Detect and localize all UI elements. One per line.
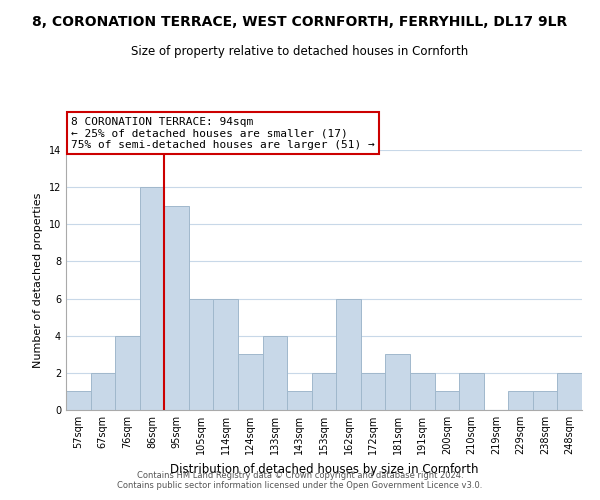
Bar (214, 298, 238, 410)
X-axis label: Distribution of detached houses by size in Cornforth: Distribution of detached houses by size … (170, 462, 478, 475)
Bar (140, 187, 164, 410)
Text: 8, CORONATION TERRACE, WEST CORNFORTH, FERRYHILL, DL17 9LR: 8, CORONATION TERRACE, WEST CORNFORTH, F… (32, 15, 568, 29)
Bar (238, 354, 263, 410)
Text: Size of property relative to detached houses in Cornforth: Size of property relative to detached ho… (131, 45, 469, 58)
Bar (66, 392, 91, 410)
Bar (287, 392, 312, 410)
Bar (533, 392, 557, 410)
Text: Contains HM Land Registry data © Crown copyright and database right 2024.
Contai: Contains HM Land Registry data © Crown c… (118, 470, 482, 490)
Text: 8 CORONATION TERRACE: 94sqm
← 25% of detached houses are smaller (17)
75% of sem: 8 CORONATION TERRACE: 94sqm ← 25% of det… (71, 117, 375, 150)
Bar (385, 354, 410, 410)
Bar (361, 373, 385, 410)
Bar (189, 298, 214, 410)
Bar (91, 373, 115, 410)
Bar (336, 298, 361, 410)
Bar (434, 392, 459, 410)
Bar (410, 373, 434, 410)
Bar (164, 206, 189, 410)
Bar (263, 336, 287, 410)
Bar (312, 373, 336, 410)
Bar (557, 373, 582, 410)
Bar (459, 373, 484, 410)
Y-axis label: Number of detached properties: Number of detached properties (33, 192, 43, 368)
Bar (508, 392, 533, 410)
Bar (115, 336, 140, 410)
